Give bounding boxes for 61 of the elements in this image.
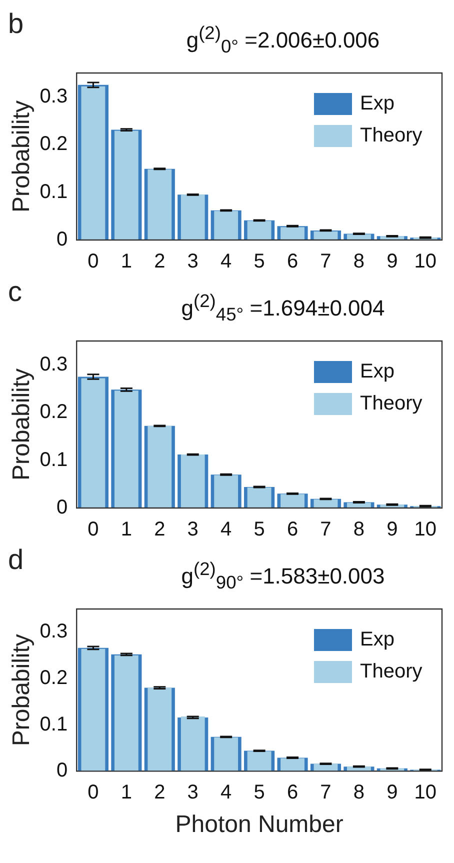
- x-tick-label: 3: [187, 518, 198, 541]
- x-tick-label: 6: [286, 782, 298, 804]
- y-tick-label: 0.1: [40, 180, 68, 203]
- y-tick-label: 0.3: [40, 620, 68, 643]
- y-tick-label: 0: [56, 496, 68, 519]
- y-tick-label: 0: [56, 760, 68, 782]
- y-tick-label: 0.2: [40, 401, 68, 424]
- chart-title: g$^{(2)}$$_{0°}$ =2.006±0.006: [185, 22, 381, 58]
- legend-label: Theory: [360, 124, 422, 147]
- x-tick-label: 4: [220, 518, 232, 541]
- x-tick-label: 1: [120, 518, 132, 541]
- x-tick-label: 8: [353, 250, 365, 273]
- text: b: [8, 8, 25, 40]
- y-tick-label: 0.3: [40, 85, 68, 108]
- x-tick-label: 4: [220, 250, 232, 273]
- y-tick-label: 0.1: [40, 448, 68, 471]
- y-tick-label: 0: [56, 228, 68, 251]
- x-tick-label: 2: [154, 518, 166, 541]
- x-tick-label: 10: [414, 250, 437, 273]
- x-tick-label: 5: [254, 782, 265, 804]
- x-tick-label: 8: [353, 518, 365, 541]
- x-tick-label: 1: [120, 782, 132, 804]
- x-tick-label: 1: [120, 250, 132, 273]
- y-tick-label: 0.1: [40, 713, 68, 736]
- y-axis-title: Probability: [8, 634, 36, 746]
- x-tick-label: 4: [220, 782, 232, 804]
- text: c: [8, 276, 23, 308]
- x-tick-label: 7: [320, 250, 332, 273]
- x-tick-label: 8: [353, 782, 365, 804]
- x-tick-label: 9: [386, 782, 398, 804]
- x-axis-title: Photon Number: [175, 811, 344, 838]
- text: d: [8, 544, 25, 576]
- x-tick-label: 5: [254, 518, 265, 541]
- x-tick-label: 10: [414, 518, 437, 541]
- x-tick-label: 6: [286, 518, 298, 541]
- legend-label: Exp: [360, 360, 394, 383]
- x-tick-label: 7: [320, 782, 332, 804]
- x-tick-label: 0: [88, 250, 99, 273]
- legend-label: Exp: [360, 628, 394, 651]
- x-tick-label: 2: [154, 250, 166, 273]
- x-tick-label: 2: [154, 782, 166, 804]
- x-tick-label: 9: [386, 250, 398, 273]
- x-tick-label: 7: [320, 518, 332, 541]
- y-axis-title: Probability: [8, 368, 36, 481]
- x-tick-label: 10: [414, 782, 437, 804]
- x-tick-label: 3: [187, 250, 198, 273]
- legend-label: Theory: [360, 660, 422, 683]
- x-tick-label: 0: [88, 518, 99, 541]
- x-tick-label: 6: [286, 250, 298, 273]
- x-tick-label: 5: [254, 250, 265, 273]
- x-tick-label: 9: [386, 518, 398, 541]
- x-tick-label: 0: [88, 782, 99, 804]
- chart-title: g$^{(2)}$$_{90°}$ =1.583±0.003: [180, 558, 386, 594]
- y-tick-label: 0.2: [40, 667, 68, 690]
- y-axis-title: Probability: [8, 100, 36, 213]
- x-tick-label: 3: [187, 782, 198, 804]
- legend-label: Exp: [360, 92, 394, 115]
- chart-title: g$^{(2)}$$_{45°}$ =1.694±0.004: [180, 290, 386, 326]
- y-tick-label: 0.2: [40, 133, 68, 156]
- legend-label: Theory: [360, 392, 422, 415]
- y-tick-label: 0.3: [40, 353, 68, 376]
